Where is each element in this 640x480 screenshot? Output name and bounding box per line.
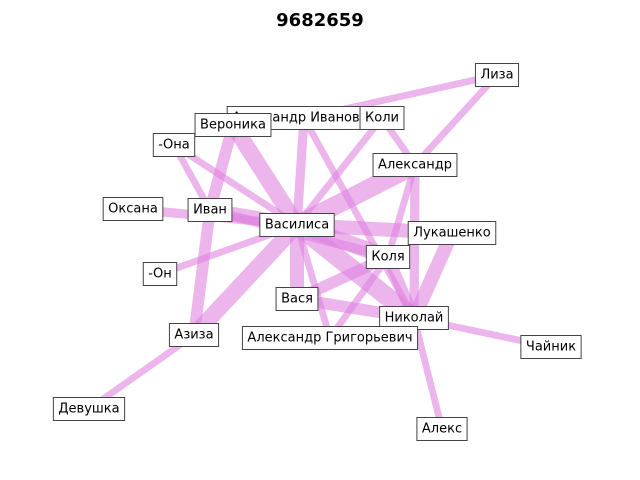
node-vasilisa: Василиса [259,213,335,237]
node-devushka: Девушка [52,397,126,421]
node-label: -Она [158,138,189,153]
node-label: Лукашенко [413,226,491,241]
node-box [372,153,458,177]
graph-title: 9682659 [276,10,364,31]
node-nikolay: Николай [379,306,449,330]
node-label: Оксана [108,202,158,217]
node-vasya: Вася [275,287,319,311]
node-box [241,326,419,350]
edge-alexandr-lisa [412,72,500,168]
node-label: Александр Григорьевич [247,331,412,346]
node-kolya: Коля [365,245,411,269]
edge-kolya-alex_grig [327,255,391,340]
node-koli: Коли [359,106,405,130]
edge-ivan-aziza [188,209,216,336]
edge-vasilisa-ona [172,142,299,228]
node-label: Иван [193,203,227,218]
node-label: Вася [281,292,313,307]
node-lisa: Лиза [474,63,520,87]
node-label: Алекс [422,422,462,437]
node-label: Александр [378,158,452,173]
edge-vasilisa-veronika [226,120,304,230]
node-ivan: Иван [187,198,233,222]
node-label: Николай [385,311,444,326]
node-alexandr: Александр [372,153,458,177]
node-veronika: Вероника [194,113,272,137]
node-label: Коля [371,250,404,265]
node-label: Вероника [200,118,266,133]
node-box [520,335,582,359]
node-label: Девушка [58,402,119,417]
edge-vasilisa-alex_grig [293,224,334,339]
node-label: Коли [365,111,399,126]
node-box [365,245,411,269]
node-aleks: Алекс [416,417,468,441]
node-box [168,323,220,347]
node-box [275,287,319,311]
node-oksana: Оксана [102,197,164,221]
node-chaynik: Чайник [520,335,582,359]
edge-nikolay-alex_ivan [301,116,417,320]
node-on: -Он [142,262,178,286]
edge-nikolay-lukashenko [407,230,459,321]
edge-nikolay-aleks [410,317,446,430]
node-box [142,262,178,286]
node-label: Лиза [480,68,513,83]
node-alex_grig: Александр Григорьевич [241,326,419,350]
node-label: Василиса [265,218,329,233]
node-box [102,197,164,221]
edge-aziza-devushka [87,332,196,412]
node-label: Азиза [174,328,213,343]
node-label: Чайник [526,340,576,355]
node-box [407,221,497,245]
node-box [474,63,520,87]
edge-vasilisa-alex_ivan [292,117,309,226]
edge-aziza-vasilisa [188,219,303,341]
node-lukashenko: Лукашенко [407,221,497,245]
node-aziza: Азиза [168,323,220,347]
node-box [52,397,126,421]
node-box [359,106,405,130]
node-box [194,113,272,137]
node-box [416,417,468,441]
node-box [187,198,233,222]
node-box [152,133,196,157]
node-label: -Он [148,267,171,282]
node-ona: -Она [152,133,196,157]
node-box [259,213,335,237]
edge-vasilisa-koli [294,115,385,228]
edge-ivan-veronika [204,123,239,212]
